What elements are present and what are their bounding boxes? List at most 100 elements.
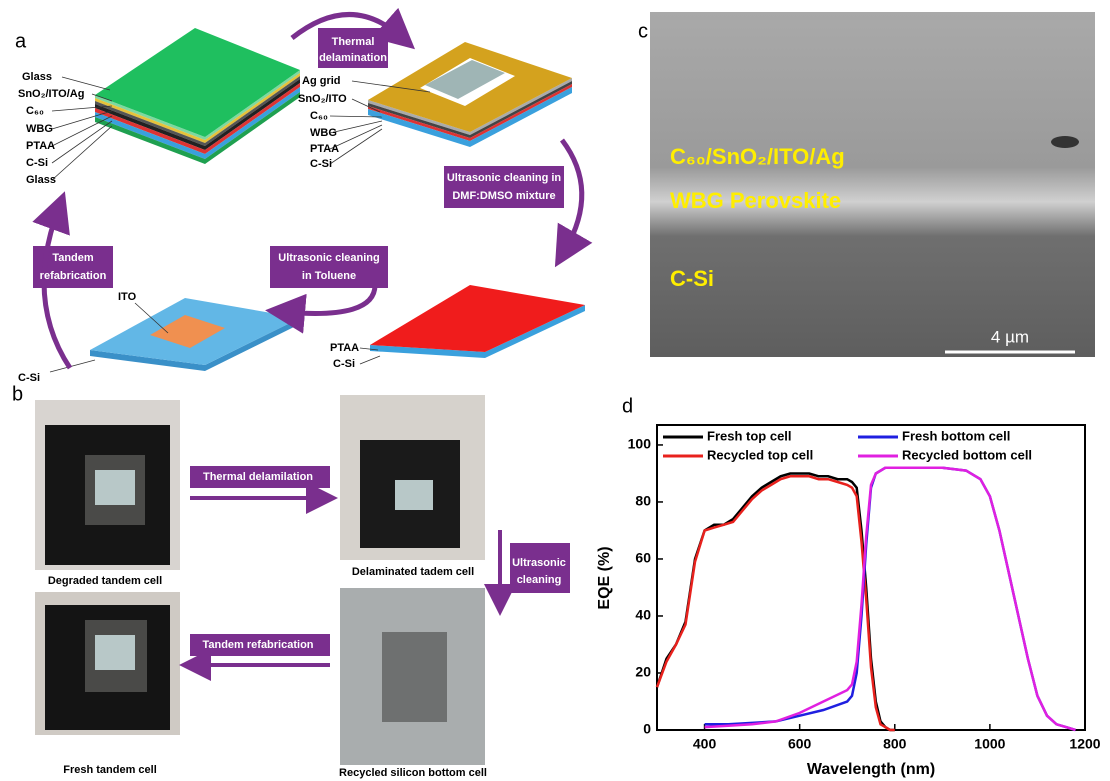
x-axis-label: Wavelength (nm) [807, 761, 935, 778]
arrow-label: Thermal delamilation [203, 471, 313, 483]
leader-line [351, 80, 431, 93]
series-line [655, 475, 895, 732]
leader-line [329, 124, 383, 150]
stack-side [368, 106, 470, 141]
stack-side [368, 100, 470, 135]
leader-line [51, 110, 113, 130]
legend-label: Fresh bottom cell [902, 428, 1010, 443]
process-arrow [290, 7, 416, 50]
stack-side [95, 108, 205, 154]
photo-caption: Delaminated tadem cell [352, 566, 474, 578]
step-box [190, 466, 330, 488]
leader-line [51, 105, 113, 112]
process-arrow [32, 191, 73, 370]
photo-caption: Degraded tandem cell [48, 575, 162, 587]
layer-label: C-Si [18, 372, 40, 384]
step-box [270, 246, 388, 288]
step-label: Tandem [52, 252, 94, 264]
stack-side [90, 350, 205, 371]
leader-line [134, 302, 169, 334]
stack-side [95, 101, 205, 146]
stack-side [205, 83, 300, 154]
panel-label: a [15, 30, 27, 52]
stack-side [205, 73, 300, 143]
sem-label: C₆₀/SnO₂/ITO/Ag [670, 144, 845, 169]
layer-label: SnO₂/ITO [298, 93, 347, 105]
stack-side [470, 84, 572, 141]
y-tick-label: 100 [628, 436, 652, 452]
leader-line [61, 76, 111, 91]
x-tick-label: 1200 [1069, 736, 1100, 752]
leader-line [359, 347, 379, 351]
leader-line [51, 120, 113, 164]
stack-side [95, 112, 205, 159]
x-tick-label: 600 [788, 736, 812, 752]
leader-line [51, 115, 113, 147]
layer-label: C₆₀ [26, 105, 44, 117]
leader-line [91, 93, 113, 102]
layer-label: Ag grid [302, 75, 341, 87]
leader-line [351, 98, 381, 113]
process-arrow [265, 284, 378, 334]
panel-layout [32, 7, 1095, 765]
leader-line [329, 128, 383, 165]
leader-line [329, 120, 383, 134]
photo-caption: Fresh tandem cell [63, 764, 157, 776]
scale-bar-label: 4 µm [991, 327, 1029, 346]
layer-label: PTAA [26, 140, 55, 152]
plot-frame [656, 424, 1086, 731]
layer-label: C-Si [26, 157, 48, 169]
layer-label: PTAA [310, 143, 339, 155]
step-label: Ultrasonic cleaning in [447, 172, 562, 184]
leader-line [51, 125, 113, 181]
step-label: Thermal [332, 36, 375, 48]
step-label: delamination [319, 52, 387, 64]
y-tick-label: 40 [635, 607, 651, 623]
step-label: Ultrasonic cleaning [278, 252, 379, 264]
x-tick-label: 800 [883, 736, 907, 752]
legend-label: Recycled bottom cell [902, 447, 1032, 462]
y-tick-label: 60 [635, 550, 651, 566]
layer-label: C-Si [310, 158, 332, 170]
ag-grid [425, 60, 505, 99]
sem-label: WBG Perovskite [670, 188, 841, 213]
y-tick-label: 0 [643, 721, 651, 737]
layer-label: Glass [26, 174, 56, 186]
stack-side [205, 70, 300, 140]
cell-grid [95, 470, 135, 505]
stack-side [95, 98, 205, 143]
stack-side [95, 104, 205, 150]
process-arrow [554, 138, 593, 268]
panel-label: d [622, 395, 633, 417]
stack-side [470, 78, 572, 135]
leader-line [359, 355, 381, 365]
stack-side [205, 92, 300, 164]
legend-label: Recycled top cell [707, 447, 813, 462]
leader-line [49, 359, 96, 373]
sem-image [650, 12, 1095, 357]
stack-side [205, 79, 300, 150]
layer-label: Glass [22, 71, 52, 83]
leader-line [329, 115, 383, 118]
layer-label: WBG [26, 123, 53, 135]
layer-label: SnO₂/ITO/Ag [18, 88, 84, 100]
layer-label: ITO [118, 291, 137, 303]
legend-label: Fresh top cell [707, 428, 792, 443]
step-box [444, 166, 564, 208]
layer-label: WBG [310, 127, 337, 139]
stack-top [370, 285, 585, 352]
sem-particle [1051, 136, 1079, 148]
stack-side [368, 109, 470, 147]
x-tick-label: 400 [693, 736, 717, 752]
arrow-label: Ultrasonic [512, 557, 566, 569]
panel-label: b [12, 383, 23, 405]
y-axis-label: EQE (%) [596, 546, 613, 609]
step-box [190, 634, 330, 656]
layer-label: C₆₀ [310, 110, 328, 122]
stack-side [368, 103, 470, 138]
arrow-label: cleaning [517, 574, 562, 586]
stack-side [470, 87, 572, 147]
stack-side [205, 76, 300, 146]
stack2-labels: Ag grid SnO₂/ITO C₆₀ WBG PTAA C-Si [298, 75, 347, 170]
